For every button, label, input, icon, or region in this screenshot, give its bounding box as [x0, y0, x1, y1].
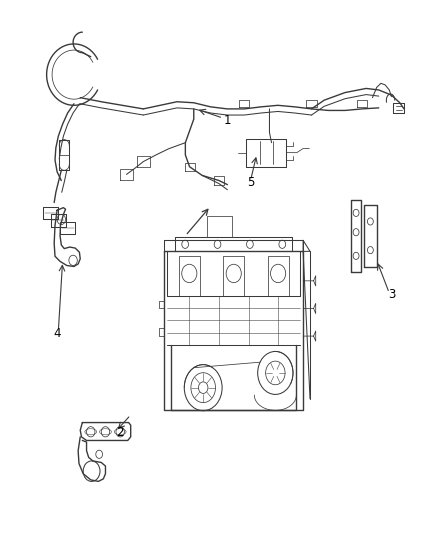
Text: 1: 1 — [224, 114, 231, 127]
Text: 5: 5 — [247, 175, 254, 189]
Text: 3: 3 — [388, 288, 395, 301]
Text: 4: 4 — [53, 327, 61, 340]
Text: 2: 2 — [117, 426, 124, 439]
